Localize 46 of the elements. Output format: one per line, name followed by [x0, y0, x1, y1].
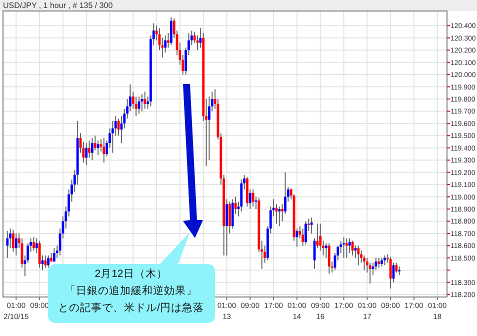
candlestick: [304, 220, 307, 245]
candlestick: [96, 140, 100, 156]
annotation: 「日銀の追加緩和逆効果」: [65, 284, 197, 297]
candlestick: [345, 238, 348, 258]
chart-title: USD/JPY , 1 hour , # 135 / 300: [3, 1, 114, 10]
candlestick: [384, 254, 386, 266]
candlestick: [140, 94, 144, 112]
candlestick: [307, 218, 310, 232]
text: との記事で、米ドル/円は急落: [58, 301, 204, 314]
candlestick: [363, 254, 366, 271]
candlestick: [252, 188, 254, 208]
candlestick: [278, 206, 281, 227]
candlestick: [342, 236, 345, 258]
candlestick: [6, 230, 9, 258]
candlestick: [378, 257, 380, 268]
candlestick: [325, 242, 328, 258]
candlestick: [144, 91, 146, 110]
candlestick: [319, 223, 322, 252]
candlestick: [316, 223, 319, 249]
candlestick: [38, 240, 41, 268]
candlestick: [47, 254, 50, 268]
candlestick: [281, 204, 284, 222]
candlestick: [164, 34, 167, 54]
annotation: 2月12日（木）: [94, 267, 168, 280]
candlestick: [85, 142, 88, 166]
candlestick: [12, 229, 14, 252]
candlestick: [226, 198, 228, 256]
candlestick: [88, 140, 90, 158]
candlestick: [199, 28, 202, 48]
candlestick: [102, 138, 106, 164]
candlestick: [248, 188, 252, 210]
candlestick: [14, 232, 18, 256]
candlestick: [32, 236, 35, 252]
candlestick: [368, 262, 372, 284]
candlestick: [395, 262, 398, 274]
candlestick: [44, 254, 47, 268]
candlestick: [328, 242, 330, 274]
candlestick: [170, 16, 172, 46]
candlestick: [231, 198, 234, 230]
candlestick: [52, 248, 56, 262]
candlestick: [357, 245, 360, 266]
candlestick: [310, 217, 313, 234]
candlestick: [91, 138, 94, 161]
candlestick: [374, 257, 378, 271]
candlestick: [94, 135, 96, 151]
candlestick: [35, 238, 38, 254]
